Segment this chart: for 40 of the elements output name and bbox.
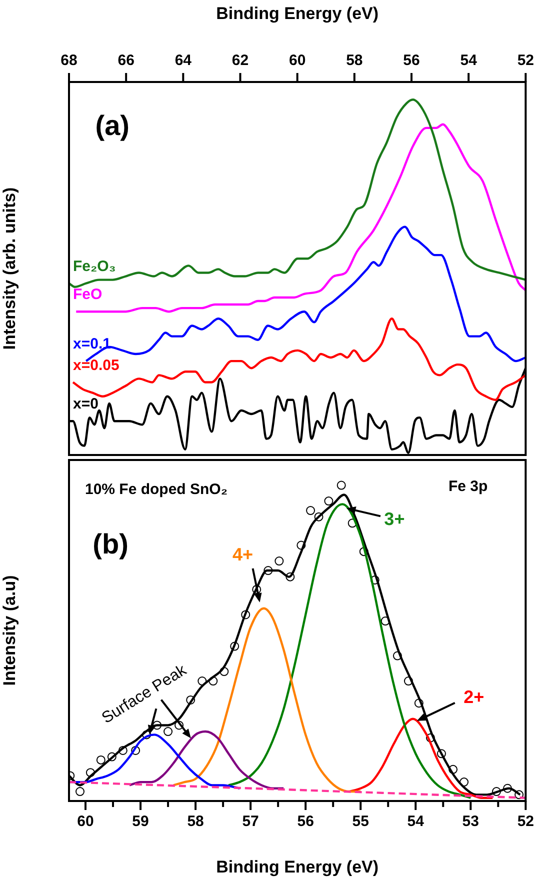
x-tick-label: 58 xyxy=(346,52,363,70)
x-tick-label: 54 xyxy=(407,813,425,830)
x-tick-label: 58 xyxy=(187,813,204,830)
x-tick-label: 56 xyxy=(403,52,420,70)
point xyxy=(324,496,334,506)
x-tick-label: 53 xyxy=(462,813,479,830)
x-tick-label: 52 xyxy=(517,813,534,830)
x-tick-label: 60 xyxy=(77,813,94,830)
x-tick-label: 55 xyxy=(352,813,369,830)
point xyxy=(306,506,316,516)
x-axis-title: Binding Energy (eV) xyxy=(216,857,379,876)
x-tick-label: 66 xyxy=(118,52,134,70)
x-tick-label: 54 xyxy=(460,52,478,70)
point xyxy=(96,755,106,764)
point xyxy=(164,727,173,736)
annotation: 3+ xyxy=(384,509,405,530)
annotation: 2+ xyxy=(464,686,484,707)
y-axis-title: Intensity (arb. units) xyxy=(0,187,19,350)
series-label: Fe₂O₃ xyxy=(73,258,116,275)
series-label: x=0.05 xyxy=(73,356,120,374)
y-axis-title: Intensity (a.u) xyxy=(0,575,19,686)
annotation: 4+ xyxy=(232,544,254,564)
x-tick-label: 64 xyxy=(174,52,192,70)
series-label: x=0 xyxy=(73,396,98,413)
point xyxy=(336,480,346,490)
annotation: Fe 3p xyxy=(448,478,488,496)
point xyxy=(274,556,284,566)
x-tick-label: 57 xyxy=(242,813,259,830)
annotation: (a) xyxy=(95,110,130,141)
x-axis-title: Binding Energy (eV) xyxy=(216,4,379,23)
series-label: FeO xyxy=(73,286,103,304)
x-tick-label: 52 xyxy=(517,52,534,70)
annotation: (b) xyxy=(92,528,128,560)
x-tick-label: 68 xyxy=(60,52,78,70)
x-tick-label: 60 xyxy=(288,52,306,70)
x-tick-label: 62 xyxy=(232,52,249,70)
point xyxy=(76,787,85,796)
x-tick-label: 56 xyxy=(297,813,314,830)
annotation: 10% Fe doped SnO₂ xyxy=(84,480,228,498)
x-tick-label: 59 xyxy=(132,813,149,830)
